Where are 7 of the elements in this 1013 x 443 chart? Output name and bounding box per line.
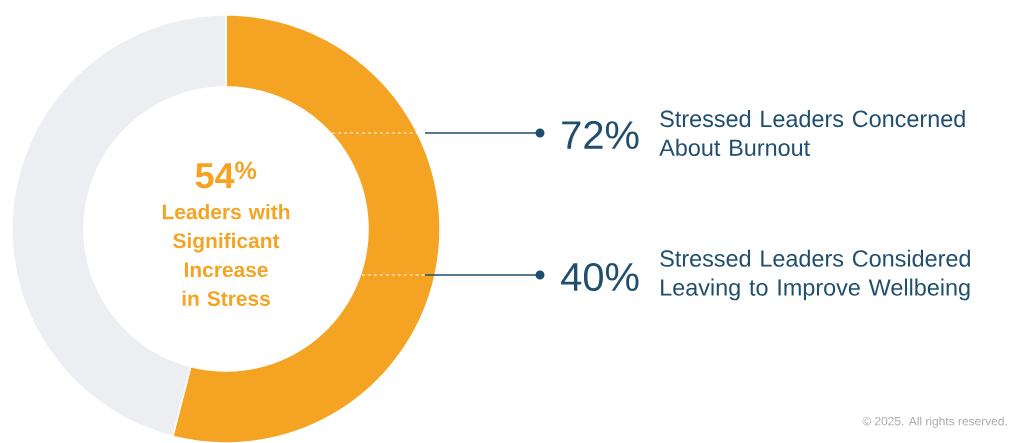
data-label: 54$^{%}$ — [195, 161, 257, 189]
text: © 2025. All rights reserved. — [862, 416, 1007, 428]
text: Stressed Leaders Concerned About Burnout — [659, 109, 965, 157]
slice-label: Leaders with Significant Increase in Stress — [162, 203, 290, 306]
text: 72% — [562, 120, 639, 150]
text: Stressed Leaders Considered Leaving to Improve Wellbeing — [660, 249, 970, 301]
text: 40% — [561, 262, 639, 292]
